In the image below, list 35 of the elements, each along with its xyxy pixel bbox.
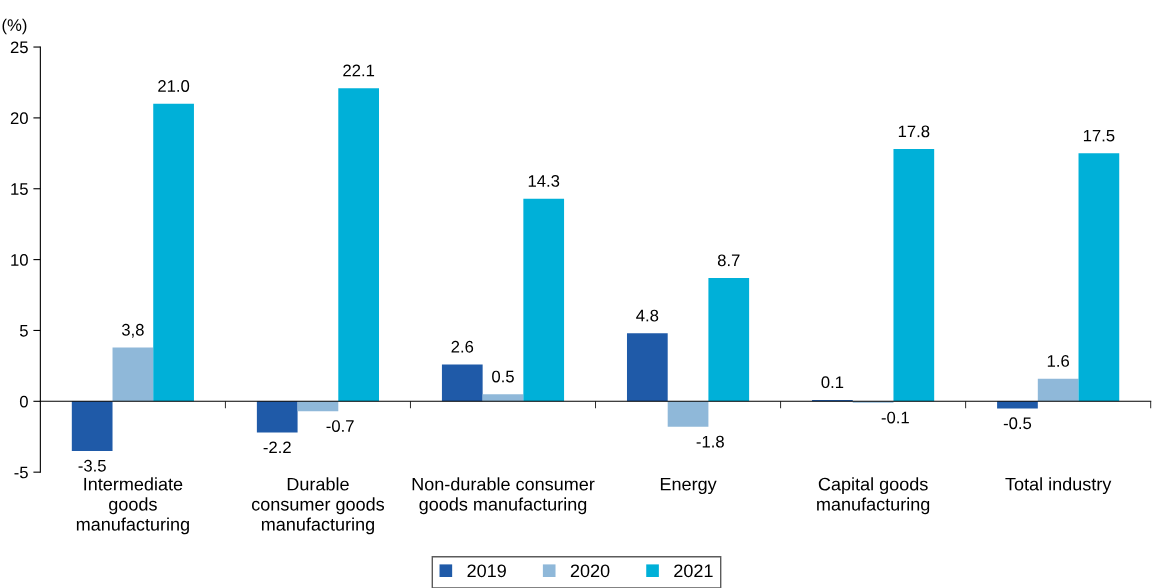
legend-label: 2019 [467,564,506,578]
y-tick-label: 0 [19,395,28,408]
data-label: 21.0 [158,80,190,92]
data-label: -1.8 [696,435,724,448]
data-label: 4.8 [636,309,659,322]
legend-label: 2020 [570,564,610,578]
data-label: 1.6 [1047,355,1070,367]
data-label: 0.5 [492,370,514,383]
x-tick-label: Total industry [1005,477,1112,495]
x-tick-label: Capital goods manufacturing [817,477,930,515]
y-tick-label: -5 [14,466,28,479]
y-tick-label: 20 [10,112,28,125]
y-tick-label: 25 [10,41,28,54]
data-label: 17.5 [1083,129,1115,142]
data-label: -0.5 [1003,417,1032,430]
y-tick-label: 15 [11,183,28,195]
y-axis-title: (%) [2,18,27,35]
x-tick-label: Intermediate goods manufacturing [76,477,189,535]
data-label: 8.7 [717,254,740,267]
data-label: 2.6 [451,340,474,353]
data-label: 17.8 [898,125,930,138]
data-label: 22.1 [343,64,375,77]
y-tick-label: 5 [19,325,28,337]
data-label: -0.1 [881,411,909,424]
data-label: 14.3 [528,175,560,187]
y-tick-label: 10 [11,254,28,266]
data-label: -0.7 [326,420,354,432]
x-tick-label: Non-durable consumer goods manufacturing [412,477,595,515]
data-label: -2.2 [263,441,291,454]
data-label: 0.1 [821,376,844,389]
legend-label: 2021 [674,564,713,578]
x-tick-label: Durable consumer goods manufacturing [251,477,385,535]
x-tick-label: Energy [660,477,717,495]
data-label: -3.5 [78,459,106,472]
data-label: 3,8 [121,323,144,338]
